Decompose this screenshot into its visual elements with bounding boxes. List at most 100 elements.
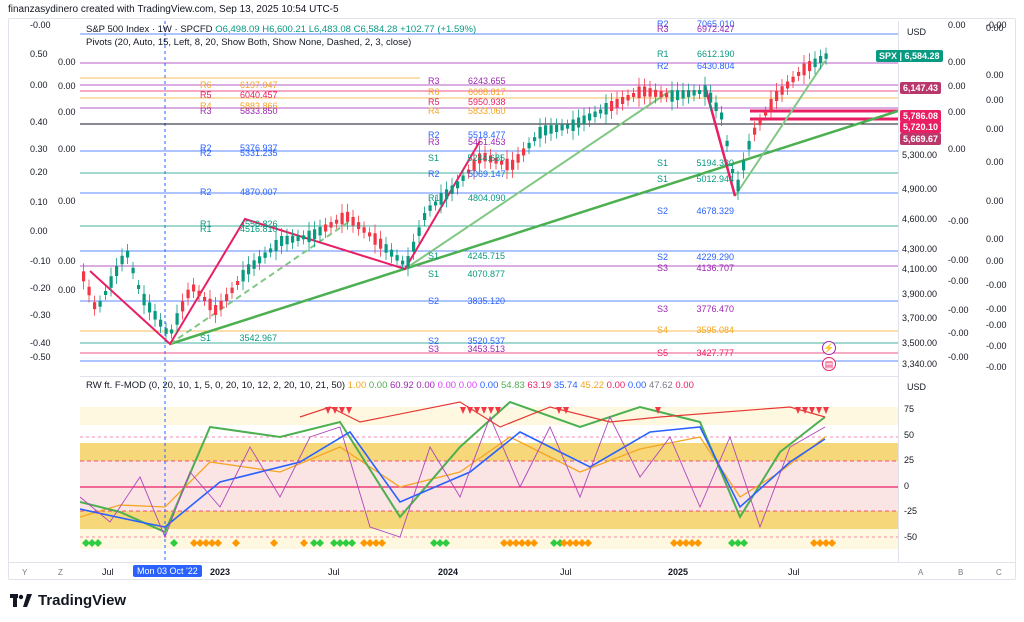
bull-marker [316,539,324,547]
bear-marker [694,539,702,547]
candle [230,287,234,294]
price-tag: 6,147.43 [900,82,942,94]
right-axis-label: -0.00 [986,341,1007,351]
candle [654,89,658,97]
oscillator-value: 35.74 [551,380,578,391]
corner-a[interactable]: A [918,568,924,577]
candle [824,53,828,59]
pivot-level: S2 [657,206,669,216]
left-axis-label: -0.20 [30,283,51,293]
symbol-legend[interactable]: S&P 500 Index · 1W · SPCFD O6,498.09 H6,… [86,24,476,35]
candle [461,175,465,181]
oscillator-value: 47.62 [646,380,673,391]
candle [665,93,669,98]
candle [280,236,284,246]
candle [379,238,383,249]
right-axis-label: 0.00 [986,95,1004,105]
candle [681,90,685,99]
bear-marker [500,539,508,547]
oscillator-legend[interactable]: RW ft. F-MOD (0, 20, 10, 1, 5, 0, 20, 10… [86,380,694,391]
tradingview-footer[interactable]: TradingView [10,592,126,609]
oscillator-pane[interactable] [80,376,898,562]
corner-b[interactable]: B [958,568,964,577]
pivot-value: 6197.047 [237,80,278,90]
corner-z[interactable]: Z [58,568,63,577]
oscillator-value: 0.00 [366,380,388,391]
candle [291,235,295,243]
left-axis-label: -0.30 [30,310,51,320]
oscillator-value: 0.00 [434,380,457,391]
candle [346,211,350,222]
oscillator-values: 1.00 0.00 60.92 0.00 0.00 0.00 0.00 54.8… [348,380,694,391]
x-label: Jul [328,567,340,577]
pivot-value: 4516.810 [237,224,278,234]
candle [505,158,509,171]
pivot-level: R2 [657,61,669,71]
sell-triangle [556,407,562,414]
left-axis-label: 0.00 [30,226,48,236]
candle [109,276,113,288]
pivot-level: R1 [657,49,669,59]
pivot-label: S1 4245.715 [428,251,505,261]
pivot-label: R2 5069.147 [428,169,506,179]
pivot-value: 5518.477 [465,130,506,140]
candle [434,201,438,206]
pivot-label: S2 4229.290 [657,252,734,262]
bear-marker [512,539,520,547]
candle [813,58,817,68]
corner-y[interactable]: Y [22,568,28,577]
candle [192,284,196,292]
bull-marker [348,539,356,547]
candle [599,109,603,114]
right-axis-label: 0.00 [986,196,1004,206]
change-value: +102.77 (+1.59%) [400,24,477,35]
pivots-legend[interactable]: Pivots (20, Auto, 15, Left, 8, 20, Show … [86,37,412,48]
sell-triangle [467,407,473,414]
sell-triangle [474,407,480,414]
oscillator-value: 0.00 [604,380,626,391]
candle [533,137,537,142]
candle [423,213,427,220]
pivot-label: S3 4136.707 [657,263,734,273]
right-axis2-label: -0.00 [948,255,969,265]
pivot-value: 6612.190 [694,49,735,59]
sell-triangle [332,407,338,414]
bull-marker [88,539,96,547]
candle [797,72,801,76]
open-value: O6,498.09 [215,24,260,35]
pivot-label: S1 5012.944 [657,174,734,184]
left-axis2-label: 0.00 [58,144,76,154]
bear-marker [676,539,684,547]
candle [472,159,476,171]
x-label: Jul [788,567,800,577]
oscillator-value: 0.00 [477,380,499,391]
bear-marker [828,539,836,547]
corner-c[interactable]: C [996,568,1002,577]
candle [126,250,130,258]
flag-icon[interactable]: ▤ [822,357,836,371]
pivot-value: 4070.877 [465,269,506,279]
osc-axis-label: 0 [904,481,910,491]
pivot-label: R2 5376.937 [200,143,278,153]
candle [115,266,119,276]
time-axis[interactable]: Y Z Jul Mon 03 Oct '22 2023 Jul 2024 Jul… [8,562,1016,580]
candle [555,125,559,132]
bull-marker [728,539,736,547]
bull-marker [442,539,450,547]
pivot-value: 3453.513 [465,344,506,354]
price-axis[interactable]: USD USD [898,21,948,562]
pivot-level: S4 [657,325,669,335]
pivot-value: 5194.330 [694,158,735,168]
x-label: Jul [560,567,572,577]
bull-marker [170,539,178,547]
price-chart-pane[interactable] [80,21,898,373]
candle [137,285,141,289]
pivot-label: R1 4804.090 [428,193,506,203]
pivot-label: R5 6040.457 [200,90,278,100]
lightning-icon[interactable]: ⚡ [822,341,836,355]
candle [175,313,179,325]
candle [698,90,702,94]
candle [588,113,592,121]
right-axis-label: -0.00 [986,20,1007,30]
sell-triangle [346,407,352,414]
